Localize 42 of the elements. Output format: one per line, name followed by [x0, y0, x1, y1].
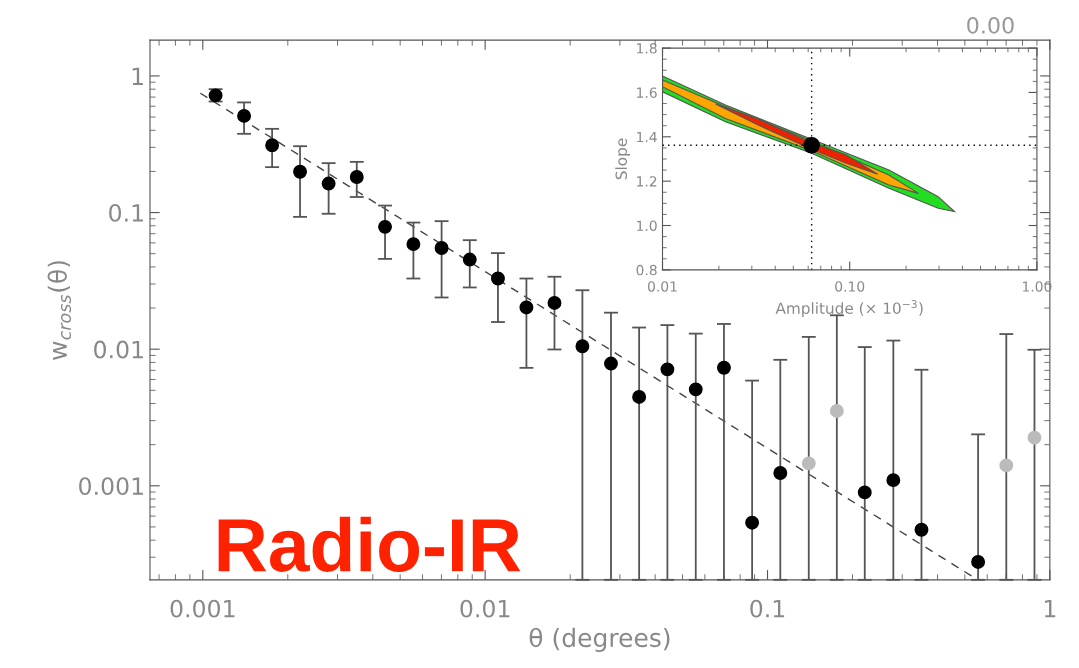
point — [321, 176, 336, 191]
x-tick-label: 1 — [1044, 600, 1056, 618]
point — [519, 300, 534, 315]
text: 0.00 — [967, 16, 1014, 34]
point — [434, 241, 449, 255]
y-tick-label: 0.8 — [636, 264, 657, 276]
y-tick-label: 1.6 — [637, 87, 657, 98]
point — [406, 237, 421, 252]
point — [688, 382, 703, 397]
point — [660, 362, 675, 377]
x-tick-label: 0.001 — [170, 599, 235, 618]
point — [265, 138, 280, 153]
x-tick-label: 0.01 — [647, 281, 677, 292]
point — [491, 271, 505, 286]
y-axis-title: Slope — [615, 138, 630, 180]
y-tick-label: 0.01 — [94, 340, 143, 359]
point — [773, 466, 788, 480]
point — [462, 252, 477, 267]
annotation: Radio-IR — [218, 516, 521, 572]
point — [547, 295, 562, 310]
y-tick-label: 0.1 — [109, 204, 143, 222]
point — [632, 390, 647, 404]
y-tick-label: 1.4 — [637, 131, 657, 143]
x-axis-title: Amplitude (× 10$^{−3}$) — [775, 299, 923, 317]
x-tick-label: 0.1 — [750, 599, 785, 618]
point — [604, 356, 618, 371]
y-tick-label: 1.0 — [637, 220, 657, 231]
point — [575, 339, 590, 354]
x-axis-title: θ (degrees) — [529, 627, 670, 653]
x-tick-label: 0.01 — [460, 599, 510, 618]
y-tick-label: 1 — [132, 67, 143, 85]
y-tick-label: 1.2 — [637, 176, 657, 187]
point — [378, 219, 392, 234]
point — [745, 515, 760, 530]
point — [349, 170, 364, 184]
point — [293, 164, 307, 179]
point — [717, 360, 731, 375]
y-axis-title: w$_{cross}$(θ) — [47, 261, 72, 360]
x-tick-label: 0.10 — [835, 281, 865, 292]
y-tick-label: 1.8 — [637, 43, 657, 54]
y-tick-label: 0.001 — [79, 477, 143, 496]
point — [237, 108, 252, 123]
